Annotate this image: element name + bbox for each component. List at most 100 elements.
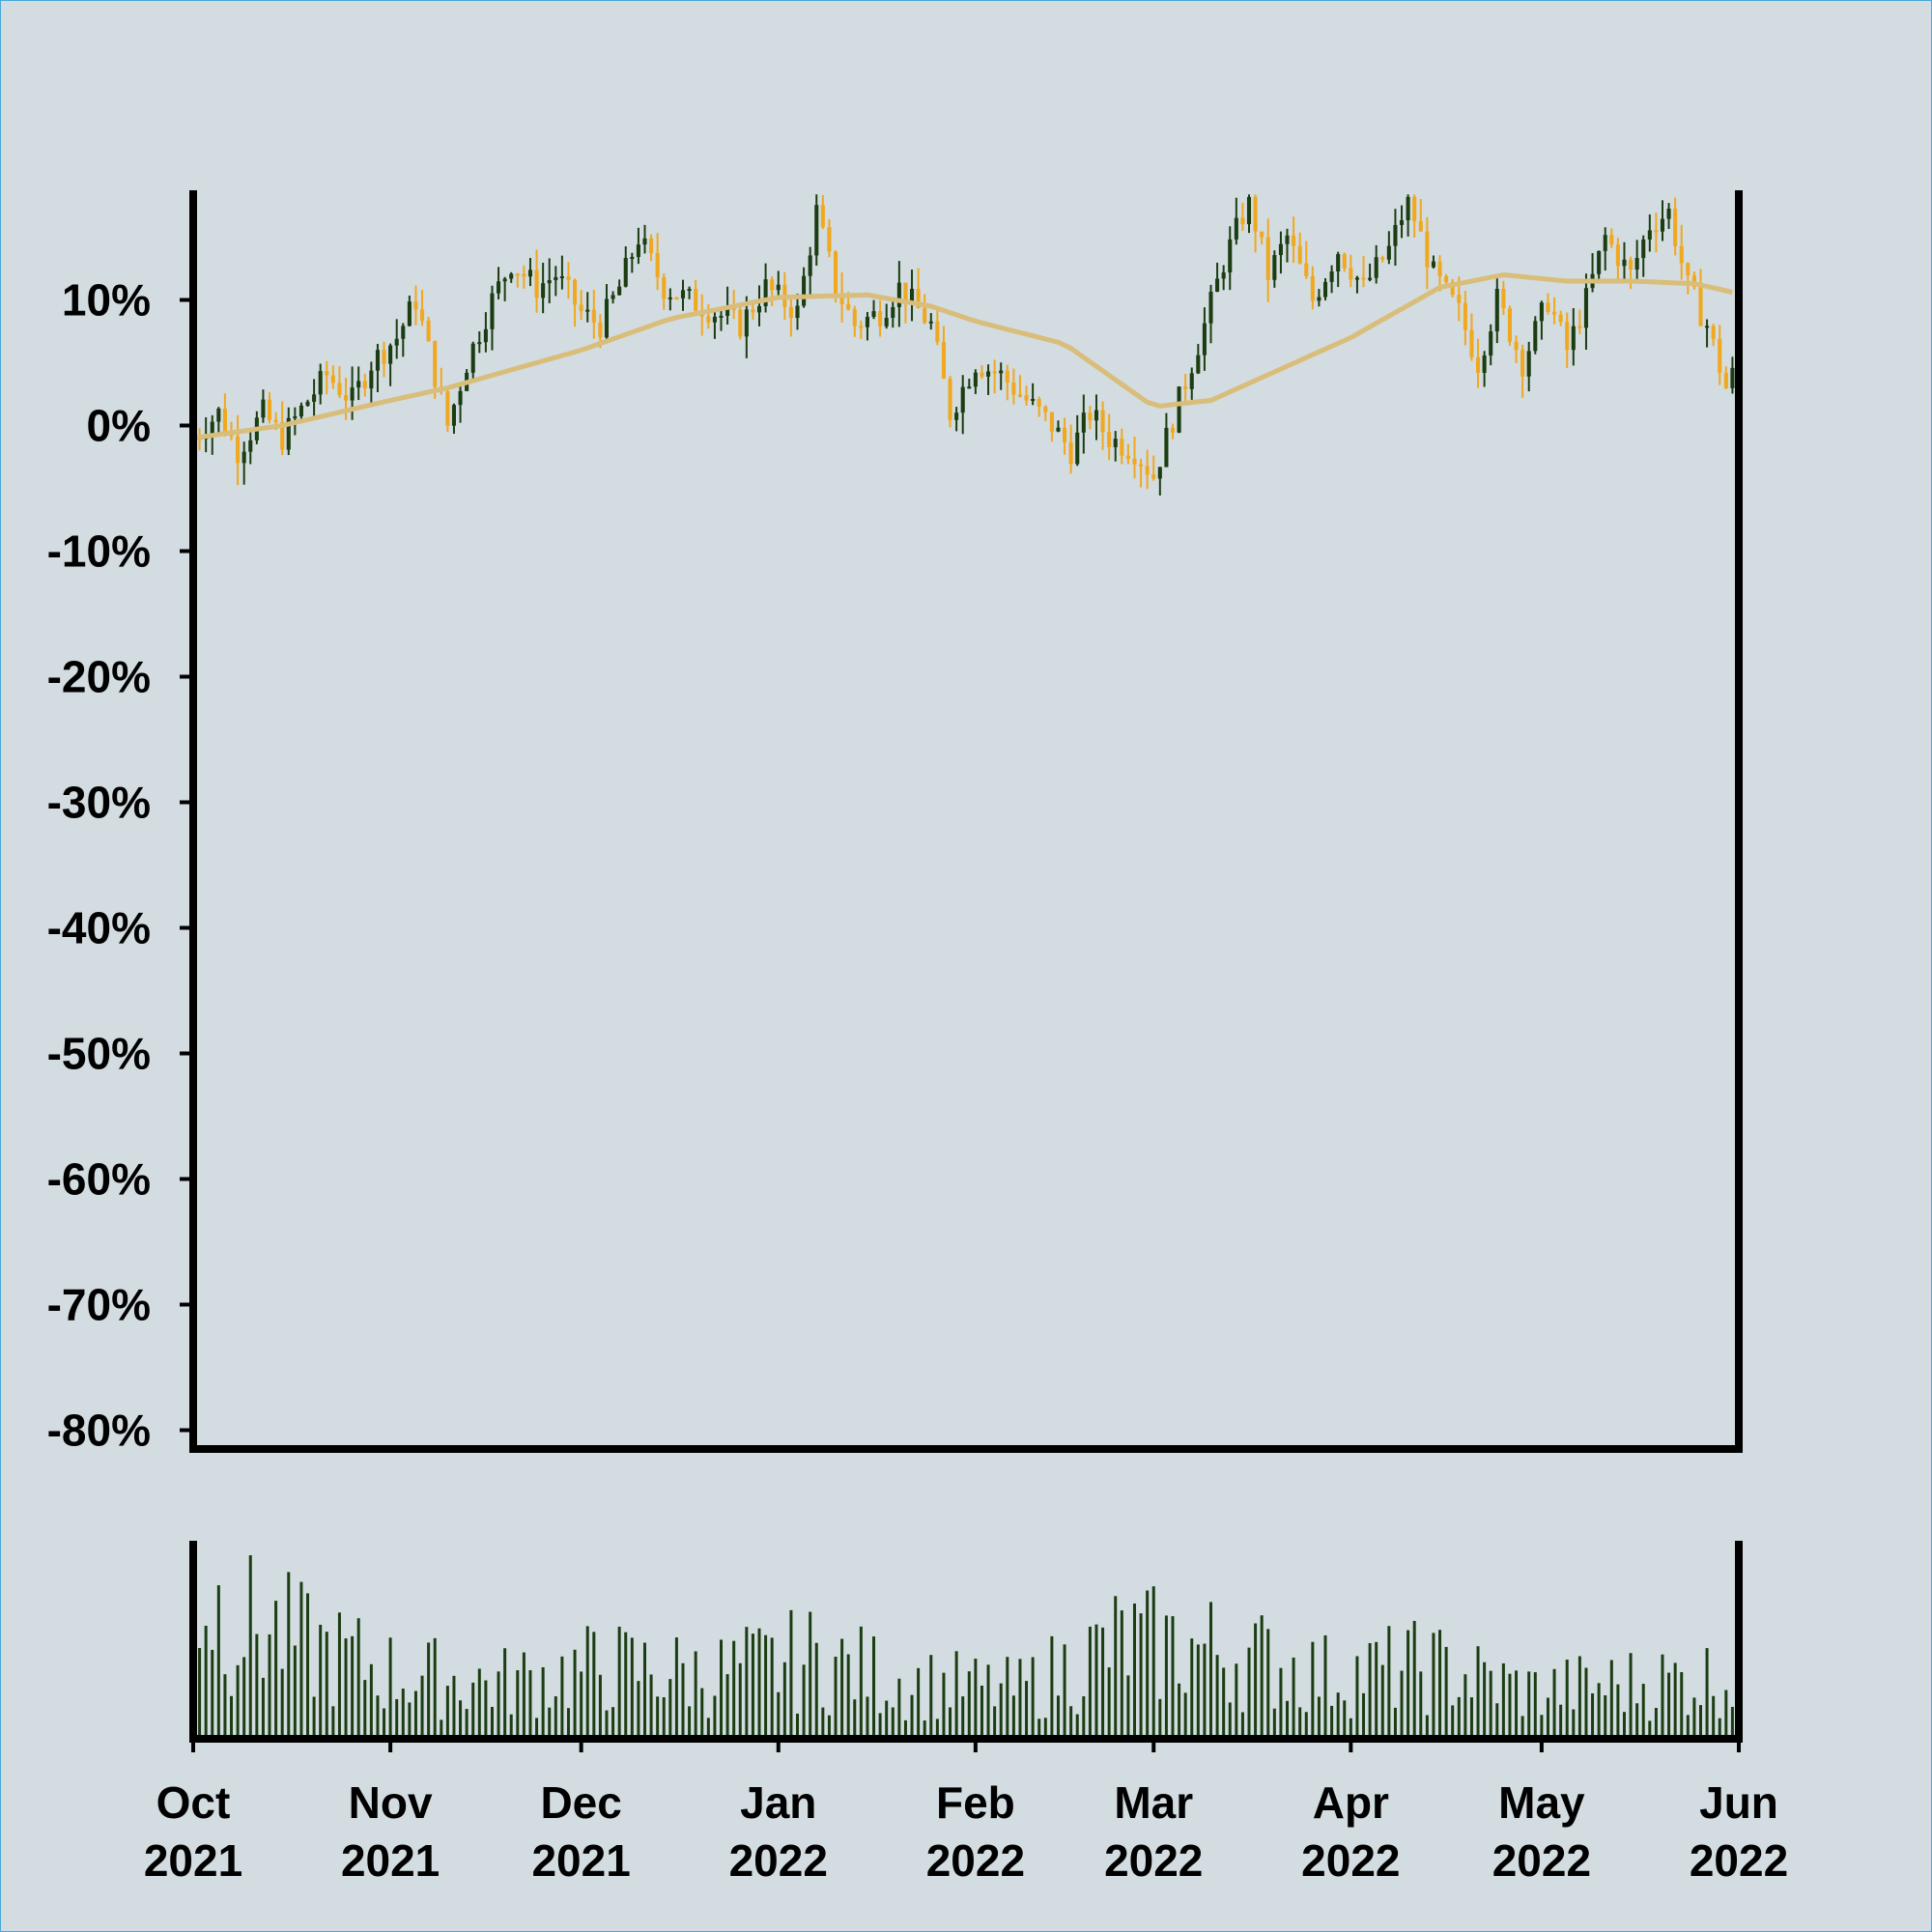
volume-bar bbox=[230, 1695, 234, 1739]
candle-body bbox=[725, 307, 730, 316]
volume-bar bbox=[204, 1626, 208, 1739]
volume-bar bbox=[1114, 1596, 1118, 1739]
volume-bar bbox=[637, 1681, 640, 1739]
volume-bar bbox=[1540, 1715, 1544, 1739]
volume-bar bbox=[738, 1662, 742, 1739]
candle-body bbox=[490, 293, 495, 329]
candle-body bbox=[1520, 350, 1525, 377]
candle-body bbox=[1386, 245, 1391, 260]
volume-bar bbox=[662, 1697, 666, 1739]
volume-bar bbox=[1088, 1626, 1092, 1739]
volume-bar bbox=[1178, 1683, 1181, 1739]
volume-bar bbox=[1380, 1664, 1384, 1739]
candle-body bbox=[573, 279, 578, 305]
volume-bar bbox=[903, 1719, 907, 1739]
x-tick-year: 2022 bbox=[1104, 1835, 1203, 1886]
volume-bar bbox=[853, 1699, 857, 1739]
candle-body bbox=[1463, 302, 1467, 330]
volume-bar bbox=[929, 1655, 933, 1739]
candle-body bbox=[394, 338, 399, 346]
volume-bar bbox=[1483, 1662, 1487, 1739]
candle-body bbox=[1723, 372, 1728, 388]
candle-body bbox=[986, 371, 991, 377]
volume-bar bbox=[1457, 1696, 1461, 1739]
candle-body bbox=[1730, 367, 1735, 388]
candle-body bbox=[1597, 250, 1602, 274]
volume-bar bbox=[1126, 1675, 1130, 1739]
candle-body bbox=[1132, 458, 1137, 465]
volume-bar bbox=[1151, 1586, 1155, 1739]
candle-body bbox=[649, 238, 654, 254]
volume-bar bbox=[745, 1627, 749, 1739]
volume-bar bbox=[1724, 1690, 1728, 1739]
candle-body bbox=[878, 311, 883, 327]
candle-body bbox=[980, 372, 984, 377]
candle-body bbox=[483, 328, 488, 343]
volume-bar bbox=[312, 1696, 316, 1739]
volume-bar bbox=[1279, 1667, 1283, 1739]
volume-bar bbox=[299, 1581, 303, 1739]
candle-body bbox=[554, 276, 558, 281]
volume-bar bbox=[949, 1707, 952, 1739]
candle-body bbox=[1240, 217, 1245, 225]
candle-body bbox=[1577, 326, 1582, 328]
candle-body bbox=[1444, 276, 1449, 283]
volume-bar bbox=[1419, 1671, 1423, 1739]
candle-body bbox=[852, 309, 857, 327]
volume-bar bbox=[1120, 1610, 1123, 1739]
candle-body bbox=[1329, 271, 1334, 282]
candle-body bbox=[325, 371, 329, 376]
volume-bar bbox=[1266, 1629, 1270, 1739]
volume-bar bbox=[814, 1642, 818, 1739]
volume-bar bbox=[420, 1675, 424, 1739]
volume-bar bbox=[757, 1628, 761, 1739]
candle-body bbox=[1196, 355, 1201, 374]
candle-body bbox=[1406, 196, 1410, 220]
candle-body bbox=[814, 205, 819, 256]
volume-bar bbox=[1050, 1635, 1054, 1739]
volume-bar bbox=[999, 1683, 1003, 1739]
volume-bar bbox=[674, 1637, 678, 1739]
volume-bar bbox=[954, 1651, 958, 1739]
candle-body bbox=[1539, 302, 1544, 322]
candle-body bbox=[293, 416, 298, 419]
volume-bar bbox=[401, 1689, 405, 1739]
volume-bar bbox=[535, 1718, 539, 1739]
candle-body bbox=[242, 451, 246, 464]
volume-bar bbox=[573, 1649, 577, 1739]
volume-bar bbox=[1508, 1673, 1512, 1739]
volume-bar bbox=[1075, 1714, 1079, 1739]
x-tick-year: 2022 bbox=[729, 1835, 828, 1886]
volume-bar bbox=[1203, 1643, 1207, 1739]
volume-bar bbox=[770, 1637, 774, 1739]
candle-body bbox=[1673, 208, 1678, 246]
candle-body bbox=[1157, 467, 1162, 479]
volume-bar bbox=[1164, 1615, 1168, 1739]
candle-body bbox=[1183, 386, 1188, 389]
volume-bar bbox=[198, 1647, 202, 1739]
candle-body bbox=[1489, 331, 1493, 356]
x-tick-year: 2022 bbox=[1301, 1835, 1400, 1886]
x-tick-year: 2022 bbox=[926, 1835, 1025, 1886]
candle-body bbox=[865, 317, 869, 327]
candle-body bbox=[1031, 398, 1036, 401]
volume-bar bbox=[484, 1680, 488, 1739]
volume-bar bbox=[1031, 1657, 1035, 1739]
volume-bar bbox=[700, 1688, 704, 1739]
candle-body bbox=[1654, 230, 1659, 233]
candle-body bbox=[1221, 272, 1226, 279]
candle-body bbox=[687, 289, 692, 292]
candle-body bbox=[776, 284, 781, 291]
volume-bar bbox=[1132, 1603, 1136, 1739]
candle-body bbox=[236, 436, 241, 464]
candle-body bbox=[642, 238, 647, 245]
candle-body bbox=[318, 371, 323, 395]
volume-bar bbox=[598, 1674, 602, 1739]
volume-bar bbox=[459, 1700, 463, 1739]
candle-body bbox=[623, 258, 628, 287]
candle-body bbox=[1647, 230, 1652, 240]
volume-bar bbox=[268, 1634, 271, 1739]
volume-bar bbox=[427, 1642, 431, 1739]
volume-bar bbox=[1139, 1613, 1143, 1739]
candle-body bbox=[388, 345, 393, 364]
